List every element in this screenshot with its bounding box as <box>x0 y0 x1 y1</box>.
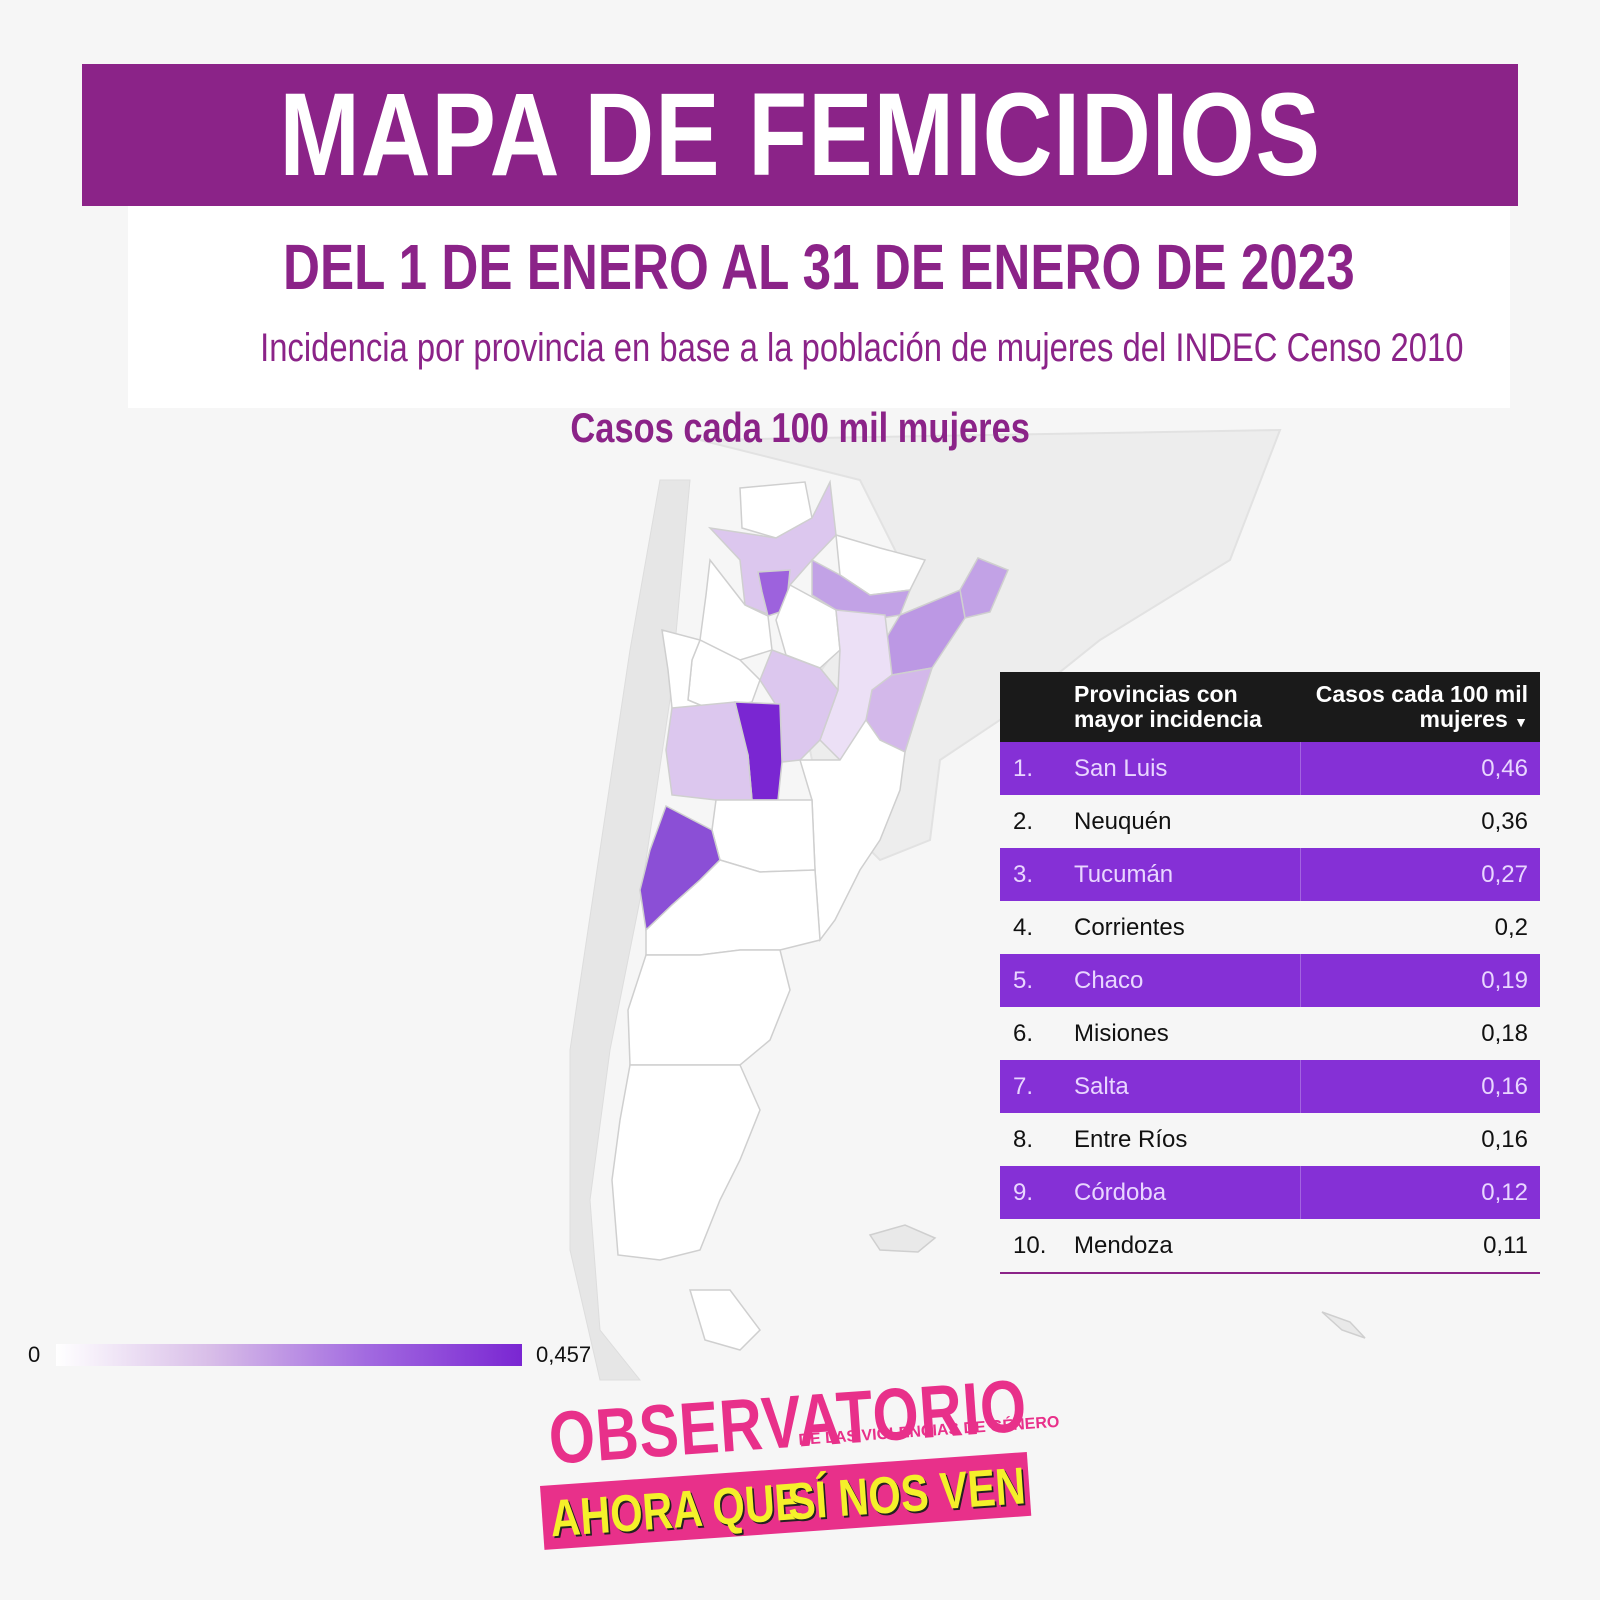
header-cases[interactable]: Casos cada 100 mil mujeres ▼ <box>1315 681 1528 732</box>
subtitle-panel: DEL 1 DE ENERO AL 31 DE ENERO DE 2023 In… <box>128 206 1510 408</box>
logo-tagline-right: SÍ NOS VEN <box>785 1457 1028 1532</box>
page-title: MAPA DE FEMICIDIOS <box>279 69 1321 201</box>
case-rate: 0,16 <box>1481 1126 1528 1153</box>
row-separator <box>1300 848 1301 901</box>
row-separator <box>1300 1060 1301 1113</box>
rank-number: 7. <box>1013 1073 1034 1100</box>
province-mendoza <box>665 701 753 801</box>
case-rate: 0,16 <box>1481 1073 1528 1100</box>
province-catamarca <box>699 558 773 661</box>
ranking-row: 2. Neuquén 0,36 <box>1000 795 1540 848</box>
title-banner: MAPA DE FEMICIDIOS <box>82 64 1518 206</box>
rank-number: 2. <box>1013 808 1034 835</box>
south-georgia-island <box>1321 1311 1366 1339</box>
rank-number: 3. <box>1013 861 1034 888</box>
province-name: Córdoba <box>1074 1179 1167 1206</box>
date-range: DEL 1 DE ENERO AL 31 DE ENERO DE 2023 <box>283 231 1355 303</box>
logo-tagline-left: AHORA QUE <box>548 1472 805 1549</box>
case-rate: 0,11 <box>1483 1232 1528 1259</box>
ranking-table: Provincias con mayor incidencia Casos ca… <box>1000 672 1540 1274</box>
province-name: Chaco <box>1074 967 1144 994</box>
case-rate: 0,2 <box>1494 914 1528 941</box>
map-caption: Casos cada 100 mil mujeres <box>570 404 1030 451</box>
legend-min: 0 <box>28 1342 41 1367</box>
province-name: Tucumán <box>1074 861 1174 888</box>
rank-number: 4. <box>1013 914 1034 941</box>
ranking-row: 1. San Luis 0,46 <box>1000 742 1540 795</box>
province-misiones <box>959 557 1009 619</box>
rank-number: 6. <box>1013 1020 1034 1047</box>
rank-number: 5. <box>1013 967 1034 994</box>
province-name: Misiones <box>1074 1020 1169 1047</box>
province-santa-cruz <box>611 1064 761 1261</box>
case-rate: 0,27 <box>1481 861 1528 888</box>
color-legend: 0 0,457 <box>28 1342 592 1372</box>
legend-max: 0,457 <box>536 1342 592 1367</box>
observatorio-logo: OBSERVATORIO DE LAS VIOLENCIAS DE GÉNERO… <box>540 1364 1060 1582</box>
rank-number: 1. <box>1013 755 1034 782</box>
province-name: Neuquén <box>1074 808 1172 835</box>
ranking-row: 5. Chaco 0,19 <box>1000 954 1540 1007</box>
ranking-row: 8. Entre Ríos 0,16 <box>1000 1113 1540 1166</box>
case-rate: 0,46 <box>1481 755 1528 782</box>
ranking-header: Provincias con mayor incidencia Casos ca… <box>1000 672 1540 742</box>
rank-number: 10. <box>1013 1232 1047 1259</box>
province-la-pampa <box>711 799 816 873</box>
province-tierra-del-fuego <box>688 1289 761 1351</box>
case-rate: 0,36 <box>1481 808 1528 835</box>
ranking-row: 9. Córdoba 0,12 <box>1000 1166 1540 1219</box>
province-name: Salta <box>1074 1073 1129 1100</box>
province-name: Corrientes <box>1074 914 1185 941</box>
argentina-map <box>569 428 1366 1381</box>
ranking-row: 6. Misiones 0,18 <box>1000 1007 1540 1060</box>
row-separator <box>1300 742 1301 795</box>
row-separator <box>1300 954 1301 1007</box>
province-name: Entre Ríos <box>1074 1126 1188 1153</box>
province-name: San Luis <box>1074 755 1168 782</box>
ranking-row: 3. Tucumán 0,27 <box>1000 848 1540 901</box>
case-rate: 0,12 <box>1481 1179 1528 1206</box>
ranking-row: 4. Corrientes 0,2 <box>1000 901 1540 954</box>
incidence-note: Incidencia por provincia en base a la po… <box>260 326 1464 370</box>
rank-number: 9. <box>1013 1179 1034 1206</box>
table-bottom-rule <box>1000 1272 1540 1274</box>
province-name: Mendoza <box>1074 1232 1173 1259</box>
caret-down-icon[interactable]: ▼ <box>1514 714 1528 730</box>
malvinas-islands <box>868 1224 937 1253</box>
row-separator <box>1300 1166 1301 1219</box>
legend-gradient-bar <box>56 1344 522 1366</box>
rank-number: 8. <box>1013 1126 1034 1153</box>
header-provinces: Provincias con mayor incidencia <box>1074 681 1262 732</box>
ranking-row: 10. Mendoza 0,11 <box>1000 1219 1540 1272</box>
ranking-row: 7. Salta 0,16 <box>1000 1060 1540 1113</box>
province-chubut <box>627 949 791 1066</box>
chile-strip <box>569 479 691 1381</box>
case-rate: 0,19 <box>1481 967 1528 994</box>
ranking-rows: 1. San Luis 0,46 2. Neuquén 0,36 3. Tucumán 0,27… <box>1000 742 1540 1272</box>
case-rate: 0,18 <box>1481 1020 1528 1047</box>
